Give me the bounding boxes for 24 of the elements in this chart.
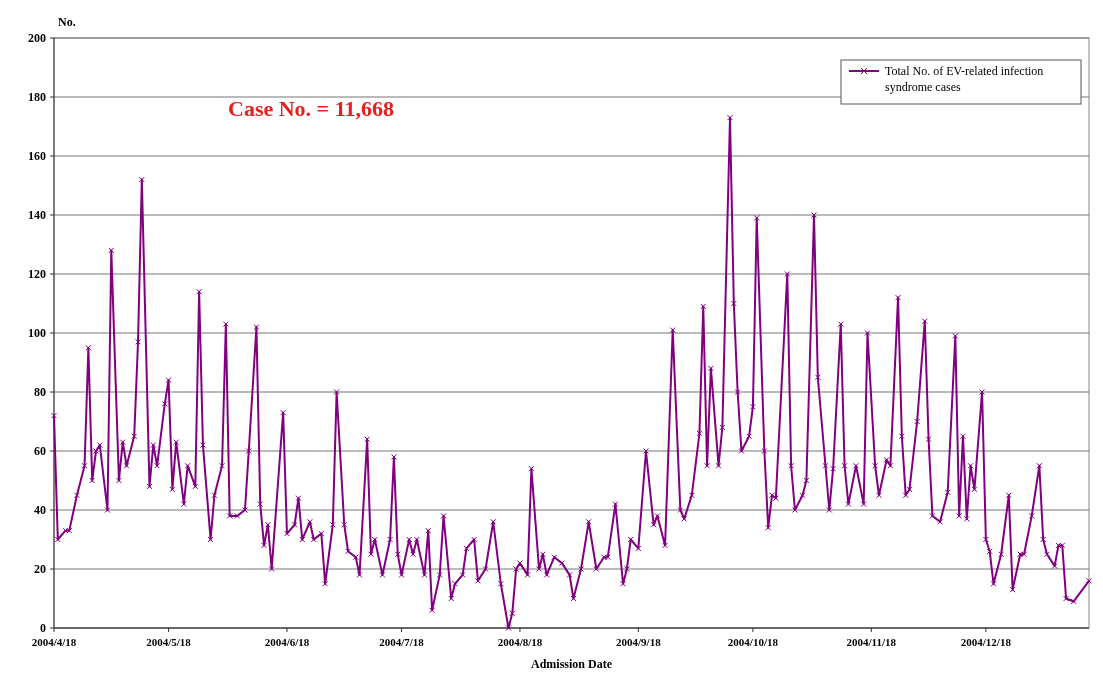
y-tick-label: 180 [28,90,46,105]
x-tick-label: 2004/5/18 [146,636,192,648]
y-tick-label: 140 [28,208,46,223]
annotation: Case No. = 11,668 [228,96,394,121]
x-axis-title: Admission Date [530,657,613,671]
x-tick-label: 2004/6/18 [264,636,310,648]
legend-label: Total No. of EV-related infection syndrome cases [885,64,1044,94]
y-tick-label: 60 [34,444,46,459]
y-tick-label: 80 [34,385,46,400]
x-tick-label: 2004/12/18 [960,636,1012,648]
x-tick-label: 2004/4/18 [31,636,77,648]
y-tick-label: 200 [28,31,46,46]
x-tick-label: 2004/8/18 [497,636,543,648]
y-tick-label: 100 [28,326,46,341]
x-tick-label: 2004/10/18 [727,636,779,648]
x-tick-label: 2004/11/18 [846,636,897,648]
y-tick-label: 40 [34,503,46,518]
y-axis-title: No. [58,15,76,29]
y-tick-label: 20 [34,562,46,577]
y-tick-label: 160 [28,149,46,164]
y-tick-label: 0 [40,621,46,636]
y-tick-label: 120 [28,267,46,282]
x-tick-label: 2004/9/18 [616,636,662,648]
x-tick-label: 2004/7/18 [379,636,425,648]
